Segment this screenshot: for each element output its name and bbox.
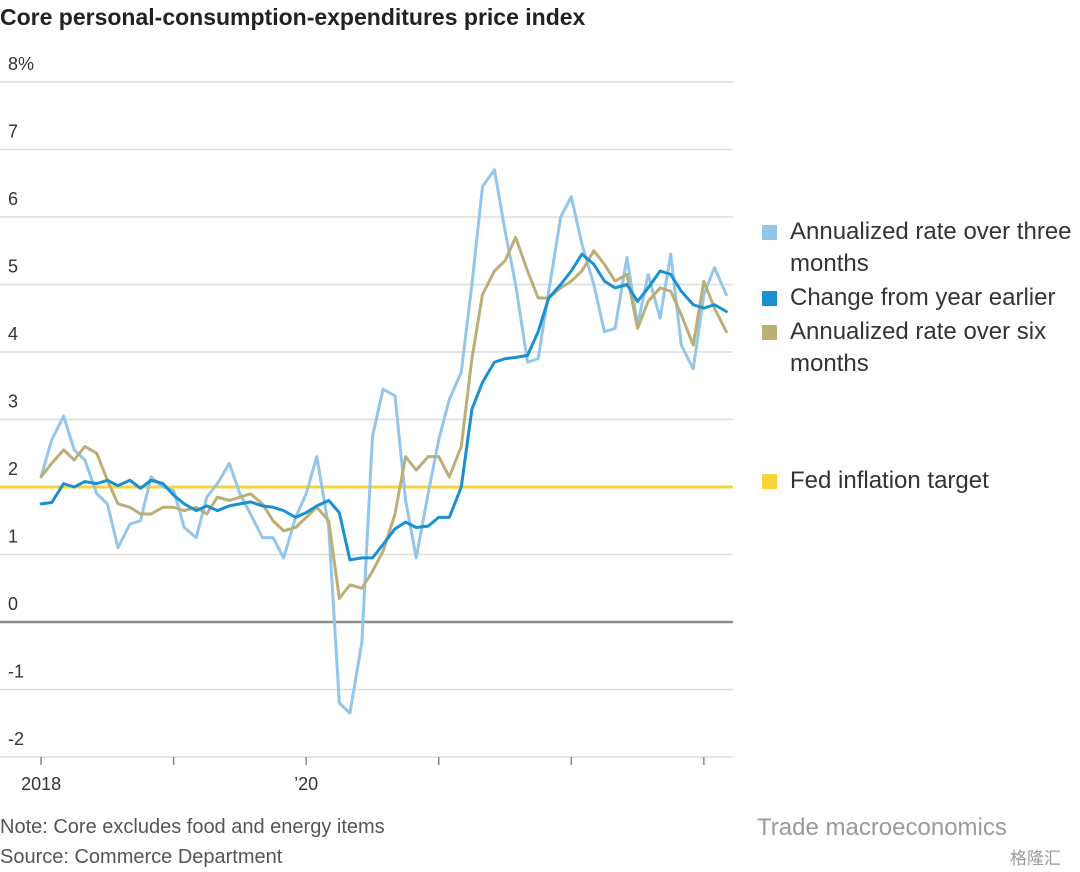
logo-text: 格隆汇 — [1010, 849, 1061, 868]
y-tick-label: 5 — [8, 257, 18, 277]
y-tick-label: -2 — [8, 729, 24, 749]
legend-label: Fed inflation target — [790, 467, 989, 494]
legend-label: Annualized rate over three months — [790, 218, 1072, 277]
legend-label: Annualized rate over six months — [790, 318, 1047, 377]
series-line — [39, 252, 728, 562]
y-tick-label: -1 — [8, 662, 24, 682]
legend-item: Annualized rate over three months — [762, 216, 1072, 280]
legend-swatch — [762, 225, 777, 240]
series-line — [39, 235, 728, 600]
source: Source: Commerce Department — [0, 846, 283, 868]
legend-item: Fed inflation target — [762, 465, 1062, 497]
legend-swatch — [762, 325, 777, 340]
legend-item: Change from year earlier — [762, 282, 1062, 314]
y-tick-label: 8% — [8, 54, 34, 74]
y-tick-label: 7 — [8, 122, 18, 142]
legend-swatch — [762, 474, 777, 489]
y-tick-label: 6 — [8, 189, 18, 209]
x-tick-label: ’20 — [294, 774, 318, 794]
watermark: Trade macroeconomics — [757, 814, 1007, 841]
chart-title: Core personal-consumption-expenditures p… — [0, 4, 586, 30]
note: Note: Core excludes food and energy item… — [0, 816, 385, 838]
legend-item: Annualized rate over six months — [762, 316, 1062, 380]
legend-label: Change from year earlier — [790, 284, 1056, 311]
y-tick-label: 4 — [8, 324, 18, 344]
series-line — [39, 168, 728, 715]
legend-swatch — [762, 291, 777, 306]
y-tick-label: 3 — [8, 392, 18, 412]
y-tick-label: 1 — [8, 527, 18, 547]
y-tick-label: 2 — [8, 459, 18, 479]
x-tick-label: 2018 — [21, 774, 61, 794]
y-tick-label: 0 — [8, 594, 18, 614]
